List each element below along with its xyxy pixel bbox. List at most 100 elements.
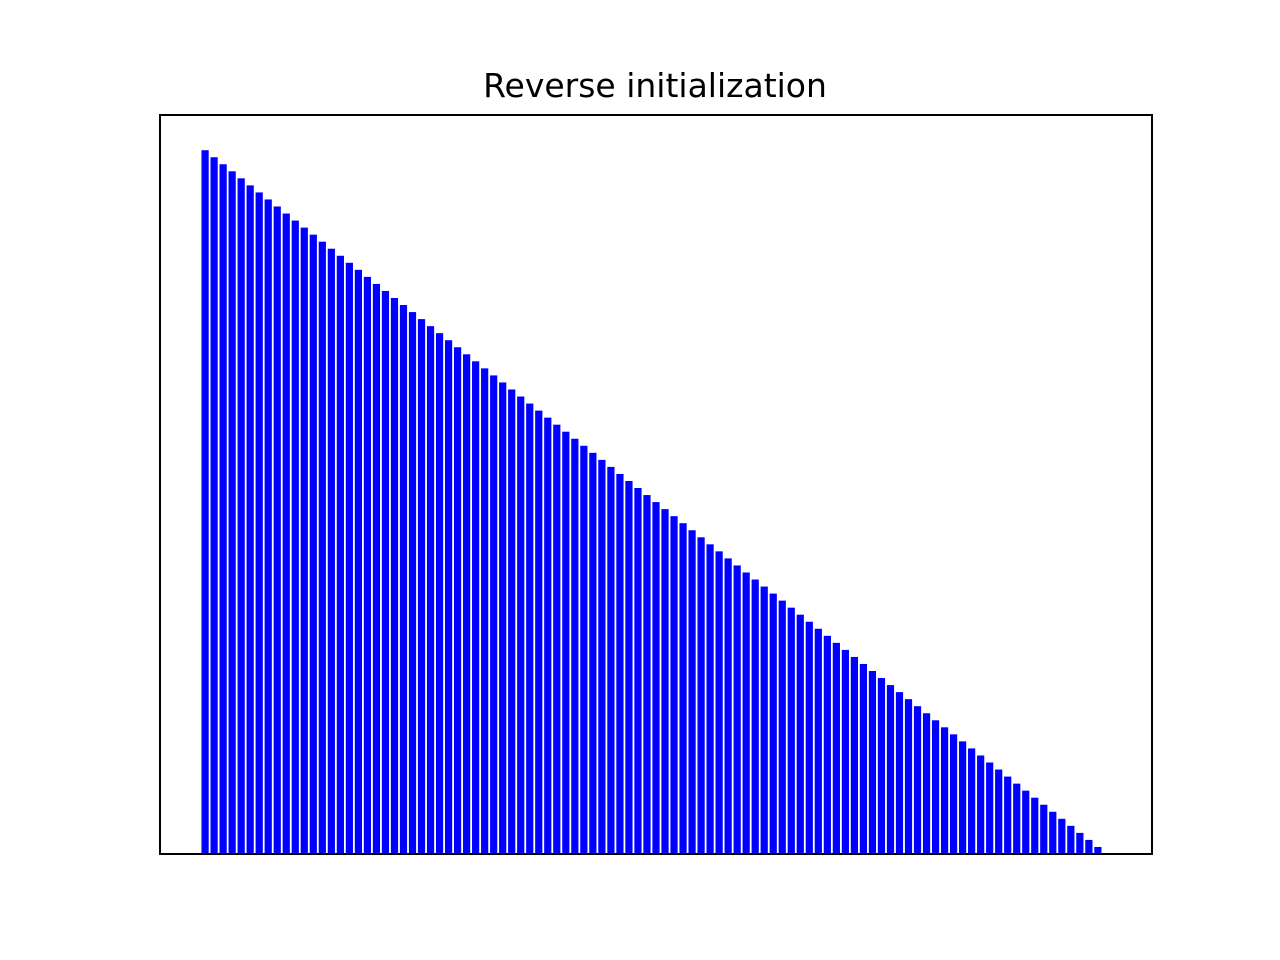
bar (291, 220, 299, 854)
bar (1040, 804, 1048, 854)
bar (959, 741, 967, 854)
bar (399, 305, 408, 854)
bar (327, 248, 335, 855)
bar (940, 727, 949, 854)
bar (300, 227, 308, 855)
bar (823, 635, 831, 854)
bar (805, 621, 813, 854)
bar (733, 565, 741, 854)
bar (724, 558, 732, 854)
bar (228, 171, 236, 855)
bar (913, 706, 922, 854)
bar (886, 685, 895, 854)
bar (309, 234, 317, 854)
bar (508, 389, 516, 854)
bar (598, 459, 606, 854)
bar (499, 382, 507, 854)
bar (201, 150, 209, 854)
bar (273, 206, 281, 854)
bar (769, 593, 777, 854)
chart-title: Reverse initialization (483, 66, 827, 105)
bar-series (201, 150, 1102, 855)
bar (417, 319, 426, 855)
bar (814, 628, 822, 854)
bar (661, 509, 669, 854)
bar (517, 396, 525, 854)
bar (715, 551, 723, 854)
bar (390, 297, 399, 854)
bar (904, 699, 913, 854)
bar (977, 755, 985, 854)
bar (336, 255, 344, 854)
bar (995, 769, 1003, 854)
bar (282, 213, 290, 854)
bar (553, 424, 561, 854)
bar (1013, 783, 1021, 854)
bar (463, 354, 471, 854)
bar (589, 452, 597, 854)
bar (868, 671, 877, 854)
bar (778, 600, 786, 854)
bar (796, 614, 804, 854)
bar (760, 586, 768, 854)
bar (472, 361, 480, 854)
bar (571, 438, 579, 854)
bar (580, 445, 588, 854)
bar (679, 523, 687, 854)
bar (264, 199, 272, 854)
bar (986, 762, 994, 854)
bar (544, 417, 552, 854)
bar (354, 269, 362, 855)
bar (787, 607, 795, 854)
bar (381, 290, 390, 854)
bar (246, 185, 254, 854)
bar (1004, 776, 1012, 854)
bar (877, 678, 886, 854)
bar (850, 656, 858, 854)
bar (526, 403, 534, 854)
bar (1076, 832, 1084, 854)
bar (643, 495, 651, 854)
bar (634, 488, 642, 854)
bar (652, 502, 660, 854)
bar (1031, 797, 1039, 854)
bar (1067, 825, 1075, 854)
bar (453, 347, 462, 854)
bar (490, 375, 498, 854)
bar (1094, 846, 1102, 854)
bar (670, 516, 678, 854)
bar (931, 720, 940, 854)
bar (372, 283, 381, 854)
bar (859, 663, 868, 854)
bar (210, 157, 218, 855)
bar (435, 333, 444, 854)
bar (237, 178, 245, 855)
bar (706, 544, 714, 854)
bar (444, 340, 453, 855)
bar (968, 748, 976, 854)
bar (219, 164, 227, 854)
bar (895, 692, 904, 854)
bar (922, 713, 931, 854)
bar (1085, 839, 1093, 854)
bar (832, 642, 840, 854)
bar (255, 192, 263, 855)
bar (318, 241, 326, 854)
bar (1058, 818, 1066, 854)
bar (841, 649, 849, 854)
bar (481, 368, 489, 854)
bar (697, 537, 705, 854)
bar (1022, 790, 1030, 854)
bar (535, 410, 543, 854)
bar (345, 262, 353, 854)
bar (426, 326, 435, 854)
bar (949, 734, 958, 854)
plot-frame (159, 114, 1153, 855)
bar (616, 473, 624, 854)
bar (363, 276, 372, 854)
bar (607, 466, 615, 854)
bar (408, 312, 417, 854)
bar (742, 572, 750, 854)
bar (625, 480, 633, 854)
